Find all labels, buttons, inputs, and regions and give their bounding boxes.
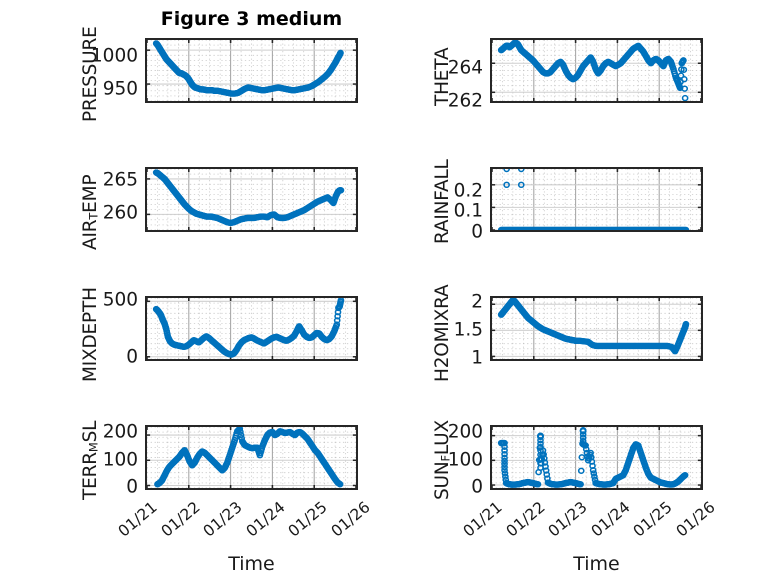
ytick-theta-1: 262 (447, 90, 483, 112)
ytick-pressure-0: 1000 (90, 45, 138, 67)
grid-rainfall (492, 169, 701, 230)
ytick-terr-msl-0: 200 (102, 421, 138, 443)
ytick-rainfall-2: 0 (471, 221, 483, 243)
data-sun-flux (497, 427, 689, 488)
ytick-sun-flux-2: 0 (471, 476, 483, 498)
plotbox-air-temp (145, 167, 358, 232)
data-pressure (152, 40, 344, 97)
plotbox-sun-flux (490, 425, 703, 490)
ytick-terr-msl-1: 100 (102, 449, 138, 471)
plotbox-rainfall (490, 167, 703, 232)
ylabel-pressure: PRESSURE (80, 26, 101, 122)
ylabel-air-temp-main: AIR (80, 219, 101, 250)
ytick-terr-msl-2: 0 (126, 476, 138, 498)
grid-pressure (147, 40, 356, 101)
ytick-h2omixra-0: 2 (471, 291, 483, 313)
plotbox-terr-msl (145, 425, 358, 490)
grid-h2omixra (492, 298, 701, 359)
plotbox-mixdepth (145, 296, 358, 361)
ytick-h2omixra-2: 1 (471, 347, 483, 369)
figure-title: Figure 3 medium (160, 8, 343, 30)
data-h2omixra (497, 298, 690, 355)
ytick-sun-flux-0: 200 (447, 421, 483, 443)
plotbox-h2omixra (490, 296, 703, 361)
data-theta (497, 40, 689, 101)
ytick-air-temp-0: 265 (102, 169, 138, 191)
plotbox-theta (490, 38, 703, 103)
ytick-theta-0: 264 (447, 57, 483, 79)
data-rainfall (497, 169, 690, 230)
data-air-temp (152, 169, 345, 227)
ytick-rainfall-0: 0.2 (453, 180, 483, 202)
ytick-mixdepth-0: 500 (102, 289, 138, 311)
ytick-pressure-1: 950 (102, 78, 138, 100)
grid-mixdepth (147, 298, 356, 359)
plotbox-pressure (145, 38, 358, 103)
xlabel-left: Time (228, 553, 275, 575)
data-mixdepth (152, 298, 345, 358)
ytick-air-temp-1: 260 (102, 202, 138, 224)
ytick-rainfall-1: 0.1 (453, 200, 483, 222)
ytick-mixdepth-1: 0 (126, 346, 138, 368)
data-terr-msl (154, 427, 344, 488)
ytick-sun-flux-1: 100 (447, 449, 483, 471)
ytick-h2omixra-1: 1.5 (453, 319, 483, 341)
xlabel-right: Time (573, 553, 620, 575)
